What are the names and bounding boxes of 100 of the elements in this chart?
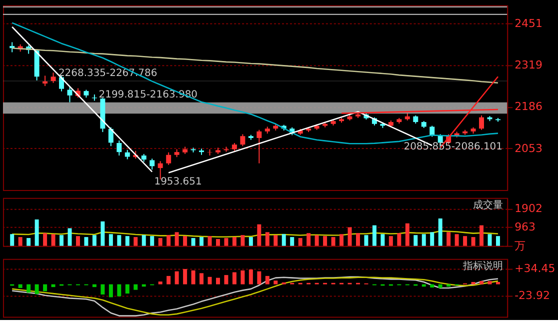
- bar: [438, 284, 442, 288]
- bar: [166, 276, 171, 284]
- bar: [191, 270, 196, 284]
- bar: [356, 233, 360, 246]
- bar: [298, 238, 302, 246]
- bar: [224, 275, 228, 284]
- bar: [216, 239, 220, 246]
- candlestick: [166, 152, 172, 166]
- bar: [183, 236, 188, 246]
- bar: [438, 218, 442, 246]
- bar: [454, 234, 459, 246]
- bar: [446, 232, 451, 246]
- annotation: 指标说明: [462, 260, 504, 272]
- bar: [471, 282, 476, 284]
- y-tick-label: 1902: [514, 202, 542, 216]
- bar: [323, 236, 328, 246]
- bar: [340, 234, 344, 246]
- annotation: 1953.651: [154, 176, 202, 188]
- bar: [34, 284, 39, 294]
- bar: [282, 234, 286, 246]
- bar: [51, 284, 56, 288]
- bar: [84, 237, 88, 246]
- candlestick: [150, 158, 155, 170]
- bar: [388, 236, 393, 246]
- bar: [480, 225, 484, 246]
- candlestick: [256, 129, 262, 164]
- bar: [134, 284, 138, 290]
- candlestick: [240, 134, 246, 147]
- bar: [92, 235, 96, 246]
- bar: [200, 273, 204, 284]
- candlestick: [108, 126, 114, 147]
- bar: [257, 224, 262, 246]
- annotation: 成交量: [473, 198, 504, 211]
- bar: [232, 237, 236, 246]
- bar: [51, 234, 56, 246]
- bar: [76, 236, 80, 246]
- y-tick-label: 2319: [514, 58, 543, 72]
- bar: [43, 284, 48, 292]
- bar: [414, 235, 418, 246]
- y-tick-label: 2451: [514, 17, 542, 30]
- bar: [430, 232, 434, 246]
- bar: [18, 237, 22, 246]
- bar: [240, 235, 245, 246]
- bar: [43, 233, 48, 246]
- bar: [274, 235, 278, 246]
- bar: [265, 232, 270, 246]
- bar: [372, 225, 376, 246]
- annotation: 2085.855-2086.101: [404, 142, 502, 153]
- y-tick-label: 2186: [514, 100, 543, 114]
- bar: [117, 284, 122, 296]
- y-tick-label: +34.45: [514, 262, 556, 275]
- bar: [134, 237, 138, 246]
- bar: [496, 282, 500, 284]
- bar: [364, 235, 368, 246]
- bar: [314, 235, 319, 246]
- bar: [183, 269, 188, 284]
- bar: [117, 235, 122, 246]
- bar: [488, 281, 492, 284]
- bar: [166, 235, 171, 246]
- bar: [142, 235, 146, 246]
- candlestick: [59, 76, 64, 92]
- candlestick: [124, 149, 130, 160]
- bar: [26, 238, 31, 246]
- bar: [68, 228, 72, 246]
- y-tick-label: 963: [514, 220, 536, 234]
- bar: [125, 284, 130, 294]
- y-tick-label: 2053: [514, 142, 543, 155]
- bar: [471, 237, 476, 246]
- bar: [248, 237, 253, 246]
- bar: [174, 271, 179, 284]
- candlestick: [479, 114, 484, 130]
- bar: [331, 237, 336, 246]
- bar: [397, 233, 402, 246]
- bar: [463, 236, 468, 246]
- bar: [100, 221, 105, 246]
- bar: [60, 235, 64, 246]
- bar: [306, 233, 311, 246]
- bar: [290, 237, 294, 246]
- bar: [125, 236, 130, 246]
- y-tick-label: 万: [514, 239, 526, 252]
- bar: [18, 284, 22, 288]
- bar: [92, 284, 96, 288]
- bar: [200, 237, 204, 246]
- candlestick: [50, 72, 56, 84]
- bar: [274, 280, 278, 284]
- bar: [108, 284, 113, 298]
- bar: [488, 234, 492, 246]
- bar: [191, 238, 196, 246]
- candlestick: [116, 140, 122, 156]
- bar: [430, 284, 434, 288]
- bar: [380, 234, 385, 246]
- bar: [150, 236, 154, 246]
- bar: [257, 271, 262, 284]
- bar: [265, 276, 270, 284]
- bar: [405, 223, 410, 246]
- bar: [34, 219, 39, 246]
- bar: [100, 284, 105, 294]
- bar: [216, 278, 220, 284]
- bar: [108, 234, 113, 246]
- bar: [174, 232, 179, 246]
